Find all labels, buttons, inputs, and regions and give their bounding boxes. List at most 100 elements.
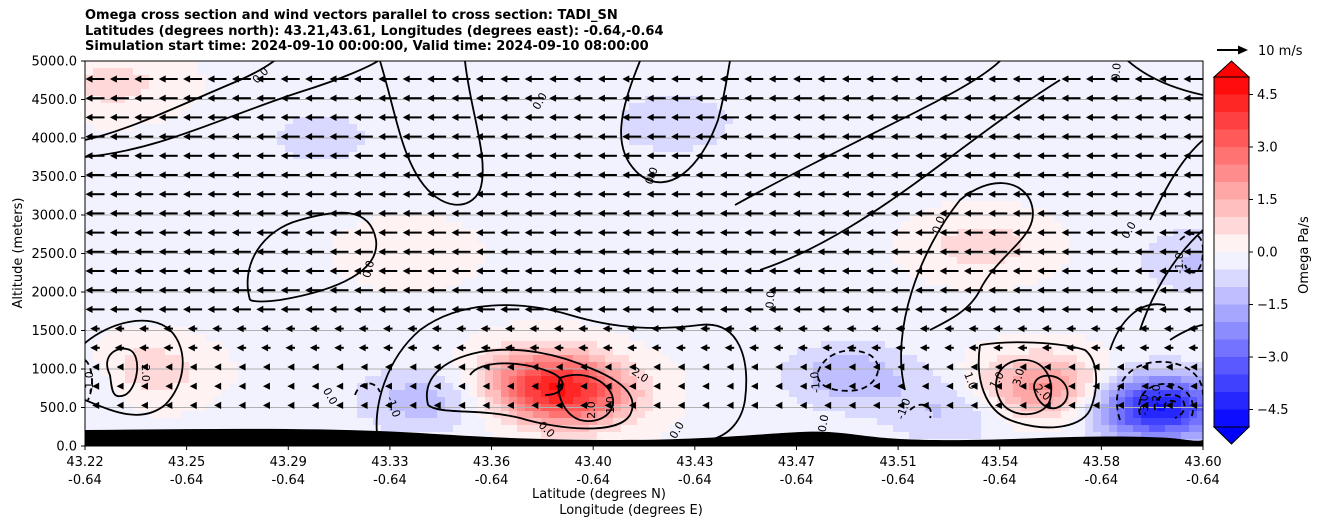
omega-cell [405,299,414,307]
omega-cell [133,299,142,307]
omega-cell [717,208,726,216]
omega-cell [757,68,766,76]
omega-cell [741,313,750,321]
omega-cell [245,362,254,370]
omega-cell [133,236,142,244]
omega-cell [325,229,334,237]
omega-cell [85,362,94,370]
omega-cell [469,390,478,398]
omega-cell [741,131,750,139]
omega-cell [725,397,734,405]
omega-cell [597,292,606,300]
omega-cell [797,103,806,111]
omega-cell [109,124,118,132]
omega-cell [141,187,150,195]
omega-cell [101,390,110,398]
omega-cell [245,397,254,405]
omega-cell [805,103,814,111]
omega-cell [365,187,374,195]
omega-cell [725,159,734,167]
omega-cell [221,201,230,209]
omega-cell [133,425,142,433]
omega-cell [773,411,782,419]
omega-cell [277,82,286,90]
omega-cell [629,425,638,433]
omega-cell [453,222,462,230]
omega-cell [437,334,446,342]
omega-cell [317,208,326,216]
omega-cell [309,257,318,265]
omega-cell [445,187,454,195]
omega-cell [493,82,502,90]
omega-cell [349,257,358,265]
omega-cell [413,397,422,405]
omega-cell [85,103,94,111]
omega-cell [93,194,102,202]
omega-cell [221,208,230,216]
omega-cell [213,89,222,97]
omega-cell [749,397,758,405]
omega-cell [797,362,806,370]
omega-cell [541,110,550,118]
omega-cell [213,292,222,300]
omega-cell [445,299,454,307]
omega-cell [493,229,502,237]
omega-cell [725,341,734,349]
omega-cell [349,103,358,111]
omega-cell [189,187,198,195]
omega-cell [429,383,438,391]
omega-cell [517,306,526,314]
omega-cell [277,278,286,286]
omega-cell [765,68,774,76]
omega-cell [277,292,286,300]
omega-cell [541,264,550,272]
omega-cell [101,369,110,377]
omega-cell [509,215,518,223]
omega-cell [173,194,182,202]
omega-cell [765,138,774,146]
omega-cell [701,194,710,202]
omega-cell [781,89,790,97]
omega-cell [437,180,446,188]
omega-cell [253,236,262,244]
omega-cell [365,243,374,251]
omega-cell [373,320,382,328]
omega-cell [429,180,438,188]
omega-cell [709,376,718,384]
omega-cell [717,110,726,118]
omega-cell [621,341,630,349]
omega-cell [213,194,222,202]
omega-cell [133,257,142,265]
omega-cell [165,166,174,174]
omega-cell [453,334,462,342]
omega-cell [93,278,102,286]
omega-cell [797,89,806,97]
omega-cell [541,348,550,356]
omega-cell [389,131,398,139]
omega-cell [493,68,502,76]
omega-cell [389,82,398,90]
omega-cell [333,68,342,76]
omega-cell [421,124,430,132]
omega-cell [285,201,294,209]
omega-cell [477,264,486,272]
omega-cell [109,320,118,328]
omega-cell [93,376,102,384]
omega-cell [757,145,766,153]
omega-cell [277,145,286,153]
omega-cell [421,89,430,97]
omega-cell [677,110,686,118]
omega-cell [253,278,262,286]
omega-cell [453,138,462,146]
omega-cell [101,194,110,202]
omega-cell [477,215,486,223]
omega-cell [373,243,382,251]
omega-cell [717,194,726,202]
omega-cell [781,215,790,223]
omega-cell [277,320,286,328]
omega-cell [85,145,94,153]
omega-cell [677,166,686,174]
omega-cell [797,131,806,139]
omega-cell [349,292,358,300]
omega-cell [541,117,550,125]
